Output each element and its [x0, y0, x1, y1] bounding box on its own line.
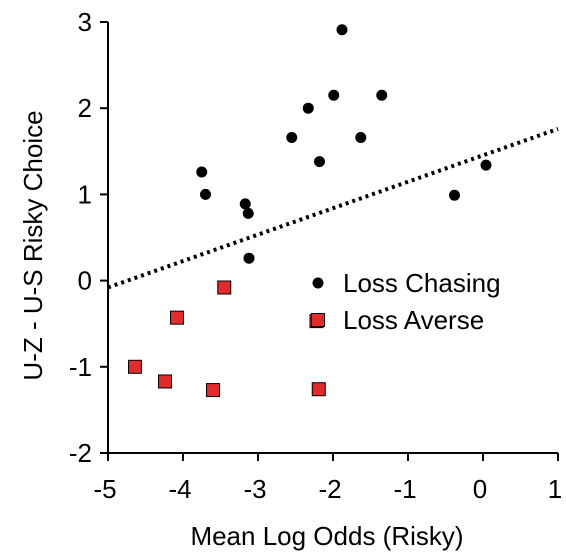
point-loss-chasing [376, 89, 388, 101]
legend-label-loss-averse: Loss Averse [343, 305, 484, 335]
y-tick-label: 2 [78, 93, 92, 123]
x-tick-label: 1 [548, 474, 562, 504]
x-tick-label: -5 [93, 474, 116, 504]
point-loss-averse [311, 382, 326, 397]
point-loss-averse [206, 383, 220, 398]
x-tick-label: -1 [393, 474, 416, 504]
data-points [128, 24, 492, 398]
point-loss-chasing [449, 189, 460, 201]
point-loss-chasing [328, 89, 340, 101]
point-loss-chasing [480, 159, 492, 171]
point-loss-chasing [243, 252, 255, 264]
x-axis-title: Mean Log Odds (Risky) [190, 521, 463, 551]
x-tick-label: -3 [243, 474, 266, 504]
point-loss-chasing [239, 198, 251, 210]
y-tick-label: 1 [78, 179, 92, 209]
y-tick-label: 0 [78, 266, 92, 296]
trendline [107, 127, 559, 290]
x-tick-label: -4 [168, 474, 191, 504]
y-axis-title: U-Z - U-S Risky Choice [18, 110, 48, 380]
legend-marker-loss-chasing [312, 277, 324, 289]
x-tick-label: 0 [473, 474, 487, 504]
legend-marker-loss-averse [311, 313, 325, 327]
point-loss-chasing [196, 166, 208, 178]
point-loss-averse [158, 374, 172, 389]
y-tick-label: -1 [69, 352, 92, 382]
legend-label-loss-chasing: Loss Chasing [343, 268, 501, 298]
legend: Loss Chasing Loss Averse [311, 268, 501, 335]
point-loss-averse [217, 280, 232, 295]
point-loss-chasing [242, 207, 254, 219]
point-loss-averse [128, 359, 142, 374]
axes: -2 -1 0 1 2 3 -5 -4 -3 -2 -1 0 1 [69, 7, 562, 504]
point-loss-chasing [314, 156, 325, 168]
point-loss-chasing [200, 188, 211, 200]
point-loss-chasing [355, 132, 367, 144]
point-loss-chasing [302, 102, 314, 114]
point-loss-chasing [286, 132, 298, 144]
y-tick-label: -2 [69, 438, 92, 468]
y-tick-label: 3 [78, 7, 92, 37]
x-tick-label: -2 [318, 474, 341, 504]
point-loss-chasing [336, 24, 348, 36]
point-loss-averse [170, 310, 184, 325]
trendline-layer [107, 127, 559, 290]
